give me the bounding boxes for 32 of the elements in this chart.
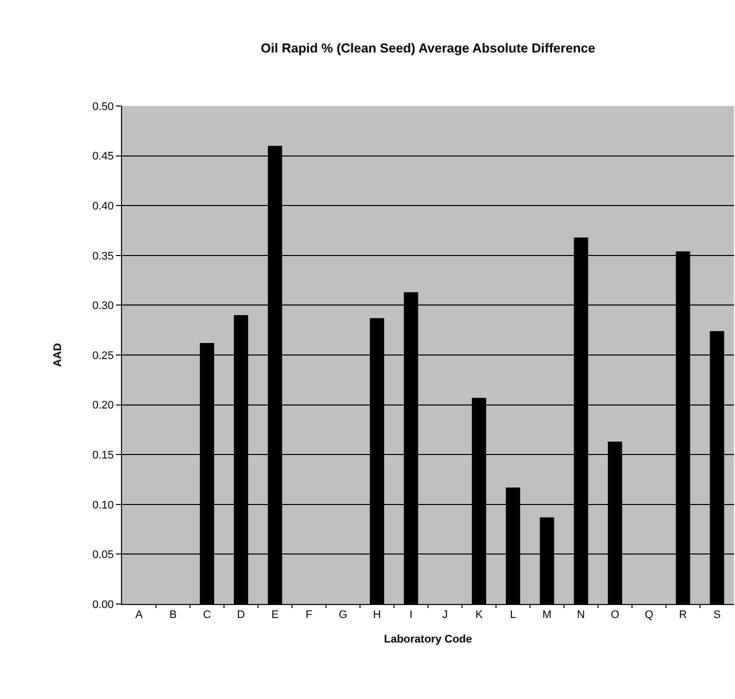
x-tick-label: A	[135, 609, 144, 622]
y-tick-label: 0.15	[92, 449, 114, 462]
y-tick-label: 0.00	[92, 598, 114, 611]
x-tick-label: C	[203, 609, 212, 622]
y-tick-label: 0.30	[92, 300, 114, 312]
y-axis-title: AAD	[52, 343, 64, 367]
y-tick-label: 0.35	[92, 250, 114, 262]
y-tick-label: 0.25	[92, 350, 114, 362]
y-tick-label: 0.50	[92, 100, 114, 113]
y-tick-label: 0.45	[92, 150, 114, 163]
chart-title: Oil Rapid % (Clean Seed) Average Absolute Difference	[260, 40, 596, 56]
x-tick-label: F	[306, 609, 313, 622]
x-axis-title: Laboratory Code	[384, 633, 472, 646]
y-tick-label: 0.10	[92, 499, 114, 512]
y-tick-label: 0.05	[92, 549, 114, 562]
x-tick-label: S	[713, 609, 721, 622]
x-tick-label: B	[169, 609, 177, 622]
x-tick-label: G	[338, 609, 348, 622]
x-tick-label: O	[610, 609, 620, 622]
x-tick-label: L	[510, 609, 516, 622]
x-tick-label: E	[271, 609, 279, 622]
x-tick-label: J	[442, 609, 448, 622]
x-tick-label: N	[577, 609, 586, 622]
y-tick-label: 0.40	[92, 200, 114, 212]
x-tick-label: H	[373, 609, 382, 622]
x-tick-label: M	[542, 609, 552, 622]
x-tick-label: R	[679, 609, 688, 622]
x-tick-label: D	[237, 609, 246, 622]
x-tick-label: K	[475, 609, 484, 622]
x-tick-label: I	[409, 609, 413, 622]
x-tick-label: Q	[644, 609, 654, 622]
y-tick-label: 0.20	[92, 400, 114, 412]
